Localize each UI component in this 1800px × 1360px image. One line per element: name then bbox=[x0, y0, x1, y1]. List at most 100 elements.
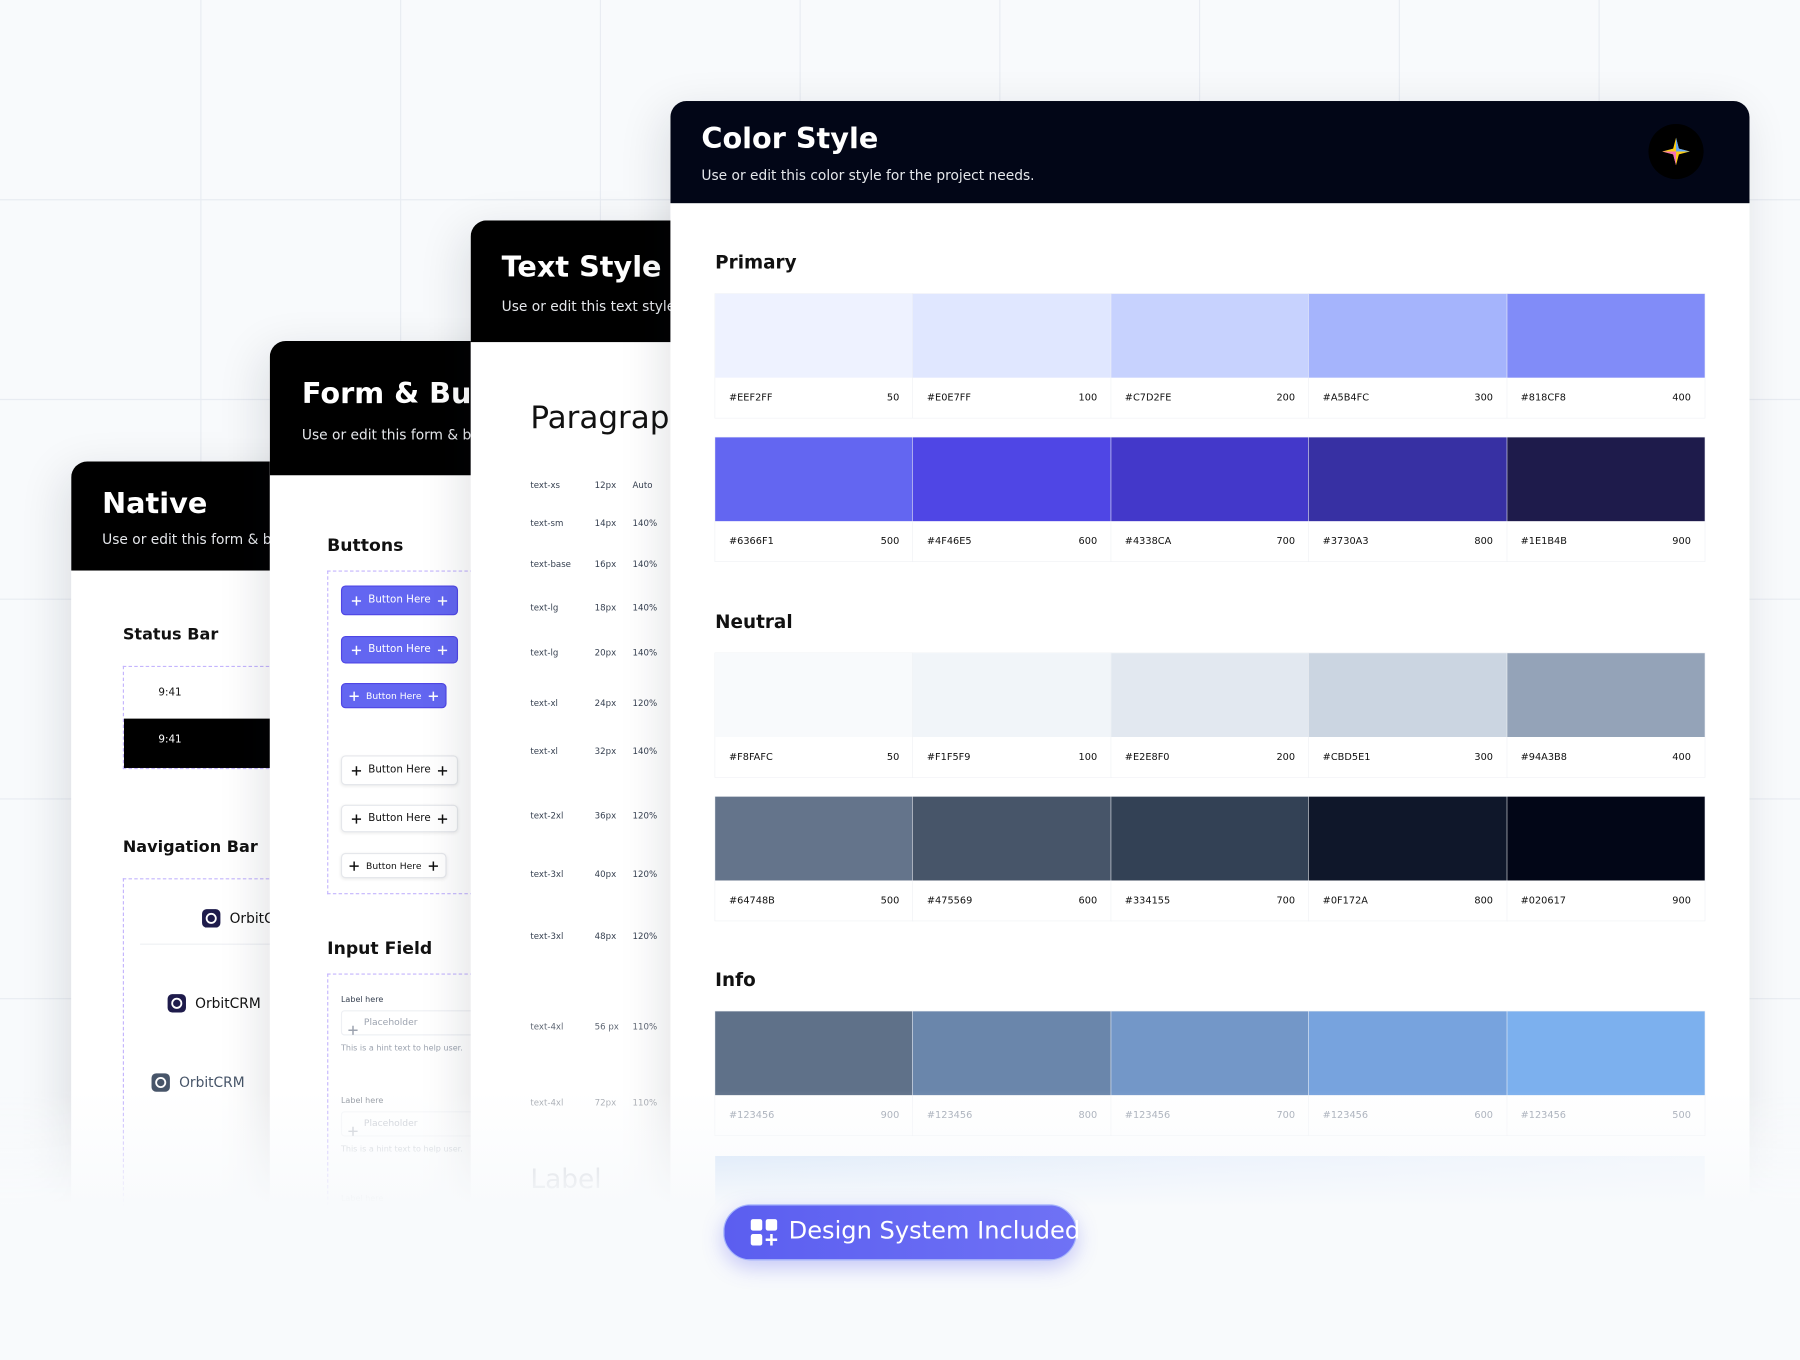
text-style-cell: 20px bbox=[594, 647, 617, 658]
text-style-cell: text-lg bbox=[530, 602, 559, 614]
card-subtitle: Use or edit this form & butt bbox=[301, 427, 491, 444]
swatch-hex: #94A3B8 bbox=[1520, 751, 1567, 764]
swatch: #F1F5F9 100 bbox=[913, 653, 1111, 778]
text-style-cell: 120% bbox=[632, 869, 658, 880]
swatch-hex: #CBD5E1 bbox=[1322, 751, 1371, 764]
button-label: Button Here bbox=[366, 860, 422, 871]
text-style-cell: 120% bbox=[632, 930, 658, 942]
text-style-cell: 32px bbox=[594, 746, 617, 757]
card-subtitle: Use or edit this text style fo bbox=[501, 298, 693, 315]
swatch: #475569 600 bbox=[913, 796, 1111, 921]
text-style-cell: 48px bbox=[594, 930, 617, 942]
logo-glyph bbox=[205, 912, 217, 924]
swatch-hex: #0F172A bbox=[1322, 895, 1368, 907]
plus-icon bbox=[349, 860, 359, 871]
swatch-color bbox=[1308, 653, 1507, 737]
swatch: #C7D2FE 200 bbox=[1110, 293, 1309, 418]
button-label: Button Here bbox=[366, 690, 422, 701]
swatch-color bbox=[1308, 293, 1507, 378]
text-style-cell: 140% bbox=[632, 647, 658, 658]
swatch-hex: #334155 bbox=[1124, 895, 1171, 907]
text-style-cell: 140% bbox=[632, 746, 658, 757]
swatch-color bbox=[715, 796, 914, 881]
text-style-cell: text-xs bbox=[530, 479, 561, 491]
button-label: Button Here bbox=[368, 594, 431, 607]
swatch-color bbox=[1110, 437, 1309, 522]
text-style-cell: text-sm bbox=[530, 517, 564, 529]
button: Button Here bbox=[340, 804, 459, 833]
logo-icon bbox=[202, 909, 221, 928]
swatch-color bbox=[715, 293, 914, 378]
swatch-color bbox=[1110, 653, 1309, 737]
swatch-shade: 700 bbox=[1276, 895, 1296, 907]
swatch-color bbox=[913, 653, 1111, 737]
swatch-color bbox=[1506, 796, 1705, 881]
swatch: #334155 700 bbox=[1110, 796, 1309, 921]
text-style-cell: 12px bbox=[594, 479, 617, 491]
swatch-hex: #475569 bbox=[926, 895, 973, 907]
swatch-color bbox=[1506, 437, 1705, 522]
text-style-cell: 140% bbox=[632, 602, 658, 614]
swatch-hex: #A5B4FC bbox=[1322, 392, 1370, 405]
swatch-hex: #6366F1 bbox=[728, 536, 774, 548]
button-label: Button Here bbox=[368, 644, 431, 656]
button-label: Button Here bbox=[368, 812, 431, 825]
input-label: Label here bbox=[340, 995, 384, 1005]
plus-icon bbox=[349, 691, 359, 701]
text-style-cell: 140% bbox=[632, 517, 658, 529]
card-subtitle: Use or edit this form & butt bbox=[102, 531, 291, 548]
swatch-shade: 100 bbox=[1078, 392, 1098, 405]
swatch: #A5B4FC 300 bbox=[1308, 293, 1507, 418]
swatch-hex: #F1F5F9 bbox=[926, 751, 971, 764]
logo-text: OrbitCRM bbox=[179, 1074, 245, 1091]
swatch-color bbox=[1110, 293, 1309, 378]
text-style-cell: 36px bbox=[594, 810, 617, 821]
swatch-color bbox=[913, 1011, 1111, 1096]
badge: Design System Included bbox=[723, 1204, 1080, 1261]
button: Button Here bbox=[340, 585, 459, 616]
plus-icon bbox=[438, 645, 448, 655]
swatch: #123456700 bbox=[1110, 1011, 1309, 1136]
status-time: 9:41 bbox=[158, 734, 182, 747]
swatch-color bbox=[913, 293, 1111, 378]
logo-glyph bbox=[171, 997, 183, 1009]
plus-icon bbox=[351, 595, 361, 605]
swatch: #0F172A 800 bbox=[1308, 796, 1507, 921]
swatch-shade: 200 bbox=[1276, 751, 1296, 764]
swatch-hex: #C7D2FE bbox=[1124, 392, 1172, 405]
sparkle-icon bbox=[1648, 123, 1704, 180]
card-header bbox=[670, 101, 1750, 204]
swatch-shade: 400 bbox=[1672, 392, 1691, 405]
section-title: Info bbox=[715, 968, 756, 991]
swatch-shade: 50 bbox=[886, 392, 900, 405]
text-style-cell: 40px bbox=[594, 869, 617, 880]
swatch-color bbox=[1308, 437, 1507, 522]
swatch: #EEF2FF 50 bbox=[715, 293, 914, 418]
swatch-color bbox=[1110, 1011, 1309, 1096]
swatch-shade: 800 bbox=[1474, 536, 1494, 548]
input-placeholder: Placeholder bbox=[363, 1017, 418, 1028]
card-title: Native bbox=[102, 486, 208, 521]
swatch-shade: 600 bbox=[1078, 536, 1098, 548]
plus-icon bbox=[438, 813, 448, 824]
logo-text: OrbitCRM bbox=[195, 995, 261, 1012]
button-label: Button Here bbox=[368, 764, 431, 777]
button: Button Here bbox=[340, 635, 459, 664]
logo-text: OrbitC bbox=[229, 910, 274, 927]
swatch-color bbox=[715, 1011, 914, 1096]
status-time: 9:41 bbox=[158, 687, 182, 700]
swatch-color bbox=[913, 796, 1111, 881]
swatch-hex: #64748B bbox=[728, 895, 775, 907]
swatch-shade: 900 bbox=[1672, 536, 1691, 548]
text-style-cell: 14px bbox=[594, 517, 617, 529]
text-style-cell: text-xl bbox=[530, 746, 558, 757]
swatch: #4F46E5 600 bbox=[913, 437, 1111, 562]
swatch: #CBD5E1 300 bbox=[1308, 653, 1507, 778]
swatch: #E2E8F0 200 bbox=[1110, 653, 1309, 778]
swatch: #020617 900 bbox=[1506, 796, 1705, 921]
plus-icon bbox=[438, 765, 448, 775]
swatch-color bbox=[1506, 1011, 1705, 1096]
text-style-cell: text-4xl bbox=[530, 1021, 564, 1033]
